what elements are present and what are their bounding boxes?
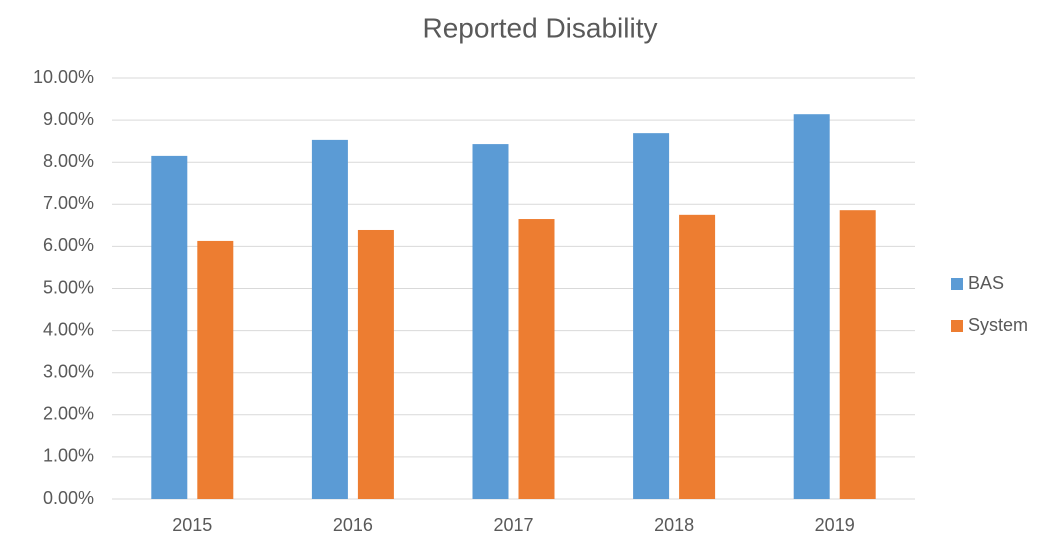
- legend-swatch: [951, 278, 963, 290]
- x-tick-label: 2017: [493, 515, 533, 535]
- bar: [197, 240, 234, 499]
- chart-title: Reported Disability: [423, 12, 658, 43]
- y-tick-label: 10.00%: [33, 67, 94, 87]
- y-tick-label: 9.00%: [43, 109, 94, 129]
- y-tick-label: 8.00%: [43, 151, 94, 171]
- bar: [793, 114, 830, 500]
- y-tick-label: 0.00%: [43, 488, 94, 508]
- bar: [679, 214, 716, 499]
- y-tick-label: 6.00%: [43, 235, 94, 255]
- bar: [357, 229, 394, 499]
- x-tick-label: 2019: [815, 515, 855, 535]
- legend-label: System: [968, 315, 1028, 335]
- x-tick-label: 2015: [172, 515, 212, 535]
- y-tick-label: 1.00%: [43, 446, 94, 466]
- bar: [839, 210, 876, 499]
- y-tick-label: 2.00%: [43, 404, 94, 424]
- legend-label: BAS: [968, 273, 1004, 293]
- legend-swatch: [951, 320, 963, 332]
- x-tick-label: 2018: [654, 515, 694, 535]
- bar: [633, 133, 670, 499]
- bar: [472, 144, 509, 500]
- x-tick-label: 2016: [333, 515, 373, 535]
- bar: [311, 139, 348, 499]
- bar: [518, 219, 555, 499]
- y-tick-label: 7.00%: [43, 193, 94, 213]
- bar: [151, 155, 188, 499]
- y-tick-label: 4.00%: [43, 319, 94, 339]
- y-tick-label: 3.00%: [43, 361, 94, 381]
- y-tick-label: 5.00%: [43, 277, 94, 297]
